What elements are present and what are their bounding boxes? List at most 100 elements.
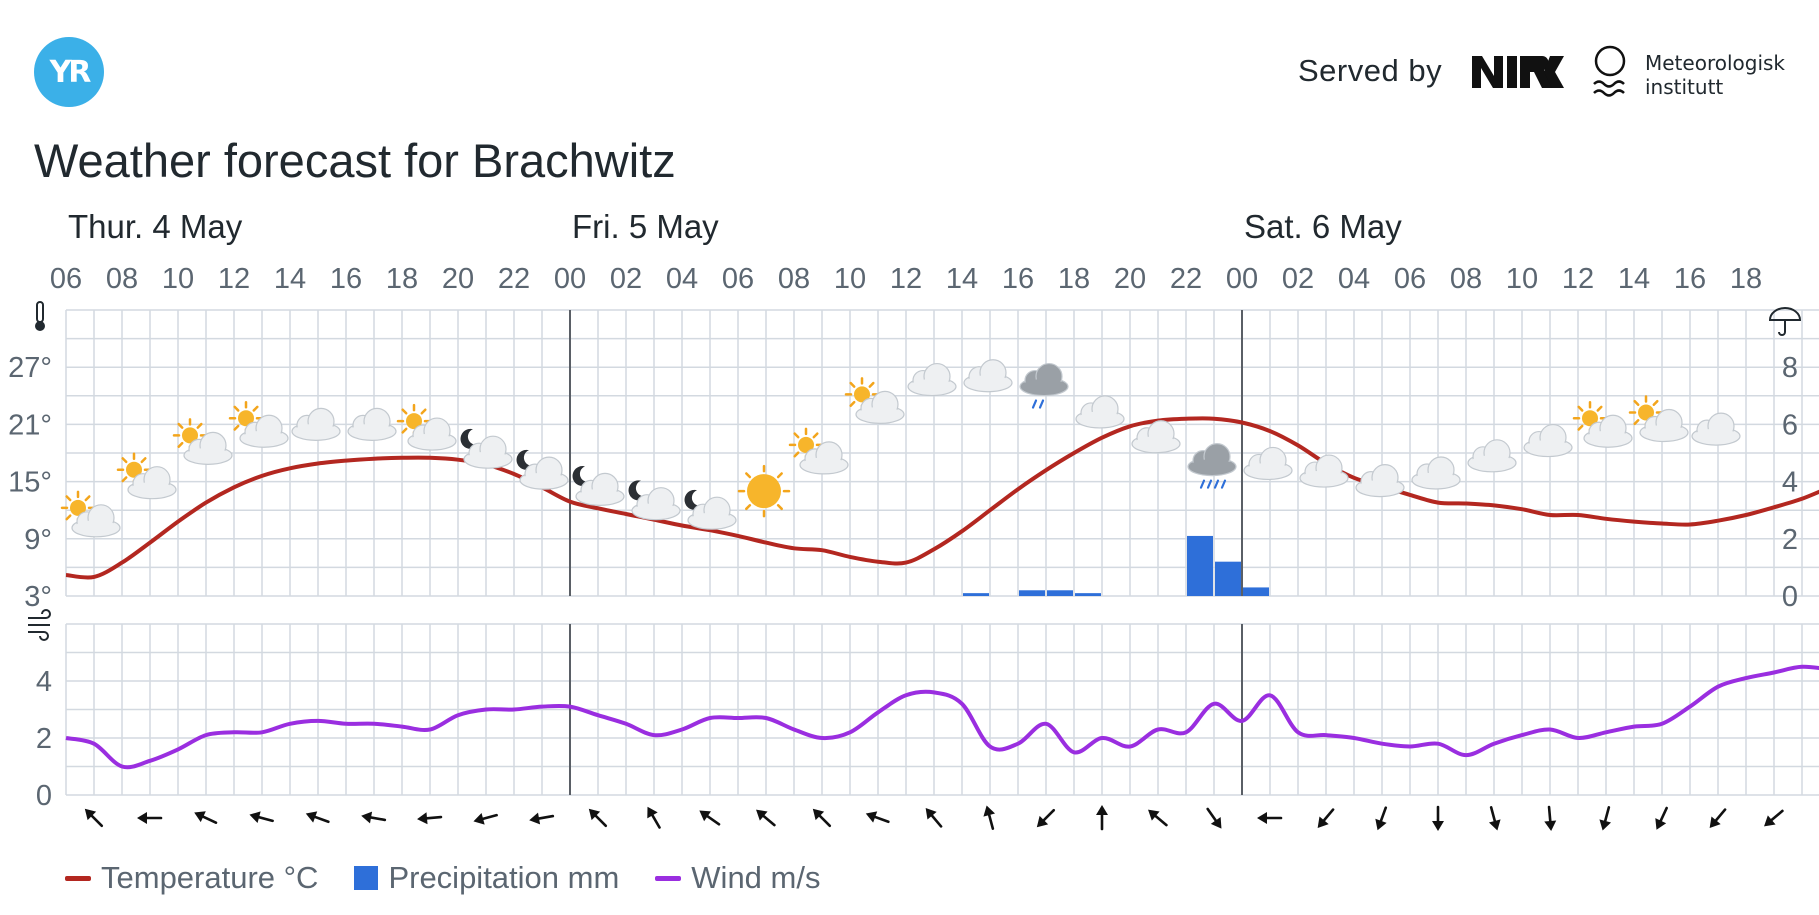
weather-symbol-partly-cloudy-day: [396, 403, 457, 451]
nrk-logo[interactable]: [1470, 50, 1566, 94]
sun-ray: [1577, 424, 1584, 431]
weather-symbol-partly-cloudy-night: [684, 489, 737, 530]
wind-direction-arrow: [529, 812, 555, 825]
cloud-fill: [130, 482, 174, 498]
wind-arrow-head: [84, 808, 97, 821]
sun-ray: [745, 504, 752, 511]
cloud-fill: [350, 423, 394, 439]
legend-wind-swatch: [655, 875, 682, 881]
day-label: Fri. 5 May: [572, 208, 719, 245]
legend-precipitation-label: Precipitation mm: [388, 860, 620, 895]
cloud-fill: [466, 451, 510, 467]
wind-direction-arrow: [588, 808, 608, 828]
legend-precipitation[interactable]: Precipitation mm: [354, 860, 619, 896]
hour-tick-label: 14: [274, 263, 306, 295]
served-by-label: Served by: [1298, 53, 1443, 88]
weather-symbol-cloudy: [1355, 464, 1405, 498]
moon-shape: [460, 428, 479, 449]
cloud-fill: [1470, 455, 1514, 471]
sun-ray: [401, 408, 408, 415]
wind-arrow-head: [865, 811, 878, 823]
cloud-shape: [239, 414, 289, 448]
precipitation-tick-label: 0: [1782, 581, 1798, 613]
sun-ray: [745, 472, 752, 479]
weather-symbol-partly-cloudy-day: [1628, 395, 1689, 443]
cloud-shape: [127, 466, 177, 500]
cloud-fill: [1586, 430, 1630, 446]
meteorologisk-institutt-logo[interactable]: [1590, 44, 1630, 102]
wind-arrow-head: [194, 811, 206, 823]
sun-ray: [177, 422, 184, 429]
precipitation-bar: [1075, 593, 1101, 596]
day-dividers: [569, 310, 1243, 795]
sun-ray: [793, 432, 800, 439]
cloud-shape: [1523, 423, 1573, 458]
weather-symbol-partly-cloudy-night: [516, 449, 569, 490]
umbrella-icon: [1768, 307, 1802, 336]
rain-drop: [1220, 479, 1227, 489]
weather-symbol-partly-cloudy-day: [172, 418, 233, 465]
wind-arrow-head: [1210, 817, 1222, 829]
legend-temperature[interactable]: Temperature °C: [65, 860, 318, 896]
moon-shape: [684, 489, 703, 510]
sun-ray: [1633, 419, 1640, 426]
cloud-shape: [347, 407, 397, 441]
weather-symbol-cloudy: [1411, 456, 1461, 490]
chart-legend: Temperature °C Precipitation mm Wind m/s: [65, 860, 856, 896]
weather-symbol-partly-cloudy-night: [572, 466, 625, 506]
wind-arrow-head: [305, 811, 318, 823]
weather-symbol-partly-cloudy-night: [628, 480, 681, 521]
wind-direction-arrow: [1317, 808, 1335, 828]
weather-symbol-partly-cloudy-night: [460, 428, 513, 469]
cloud-shape: [1019, 362, 1069, 397]
hour-tick-label: 06: [50, 263, 82, 295]
weather-symbol-cloudy: [1243, 446, 1293, 481]
wind-arrow-head: [925, 808, 937, 820]
cloud-shape: [463, 435, 513, 469]
moon-shape: [572, 466, 591, 487]
cloud-shape: [855, 390, 905, 424]
sun-disc: [854, 386, 870, 403]
sun-disc: [70, 499, 86, 516]
wind-tick-label: 4: [36, 666, 52, 698]
hour-tick-label: 12: [218, 263, 250, 295]
precipitation-bar: [1019, 590, 1045, 596]
sun-ray: [121, 476, 128, 483]
weather-symbol-rain: [1187, 443, 1237, 489]
thermometer-icon: [35, 301, 45, 331]
temperature-tick-label: 9°: [24, 524, 52, 556]
page-title: Weather forecast for Brachwitz: [34, 134, 676, 187]
wind-arrow-head: [473, 812, 485, 825]
sun-ray: [868, 381, 875, 388]
wind-direction-arrow: [1148, 809, 1168, 827]
sun-ray: [776, 472, 783, 479]
weather-symbol-cloudy: [1523, 423, 1573, 458]
wind-direction-arrow: [1375, 806, 1388, 831]
weather-symbol-cloudy: [1691, 412, 1741, 446]
cloud-fill: [1190, 459, 1234, 475]
wind-direction-arrow: [249, 811, 274, 824]
axis-icons: [28, 301, 1802, 641]
cloud-fill: [1694, 428, 1738, 444]
cloud-shape: [1355, 464, 1405, 498]
legend-wind[interactable]: Wind m/s: [655, 860, 820, 896]
cloud-fill: [1134, 436, 1178, 452]
met-line-2: institutt: [1645, 75, 1724, 99]
weather-symbol-cloudy: [1299, 454, 1349, 488]
rain-drop: [1213, 479, 1220, 489]
day-label: Sat. 6 May: [1244, 208, 1402, 245]
wind-arrow-head: [756, 809, 768, 821]
sun-ray: [233, 405, 240, 412]
hour-tick-label: 02: [1282, 263, 1314, 295]
hour-tick-label: 14: [1618, 263, 1650, 295]
sun-ray: [812, 432, 819, 439]
sun-ray: [849, 400, 856, 407]
wind-direction-arrow: [137, 812, 163, 824]
cloud-fill: [690, 512, 734, 528]
yr-logo[interactable]: YR: [34, 37, 104, 107]
cloud-shape: [799, 441, 849, 475]
cloud-fill: [1246, 462, 1290, 478]
weather-symbol-cloudy: [963, 359, 1013, 393]
wind-tick-label: 0: [36, 780, 52, 812]
wind-direction-arrow: [1764, 809, 1784, 827]
